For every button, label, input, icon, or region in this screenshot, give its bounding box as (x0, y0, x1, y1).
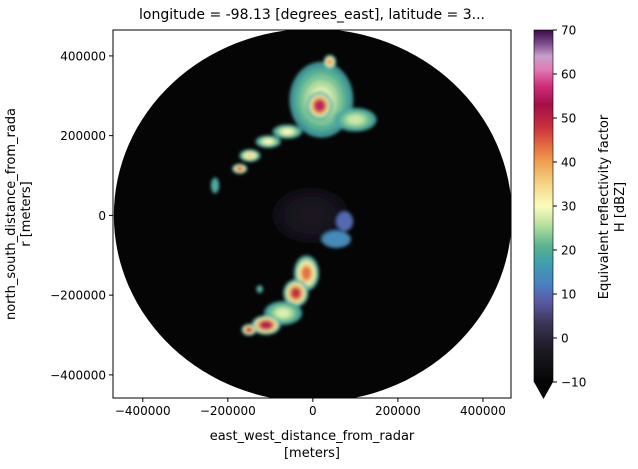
echo-cell (330, 236, 342, 243)
colorbar-tick-label: 0 (561, 332, 569, 346)
echo-region (251, 315, 281, 336)
echo-region (239, 149, 261, 162)
echo-cell (213, 182, 217, 189)
echo-layer (210, 54, 377, 336)
y-tick-label: 0 (98, 209, 106, 223)
y-axis: −400000 −200000 0 200000 400000 (50, 49, 113, 382)
plot-area (113, 30, 511, 398)
y-axis-label-units: r [meters] (19, 181, 34, 247)
x-tick-label: −400000 (115, 404, 171, 418)
colorbar-ticks: −10 0 10 20 30 40 50 60 70 (553, 24, 586, 390)
y-tick-label: −400000 (50, 368, 106, 382)
echo-cell (246, 153, 254, 158)
x-axis-label-units: [meters] (284, 446, 340, 461)
colorbar-tick-label: 70 (561, 24, 576, 38)
echo-cell (347, 115, 364, 125)
echo-cell (263, 139, 273, 144)
colorbar-label-units: H [dBZ] (613, 182, 628, 232)
echo-cell (276, 308, 290, 318)
colorbar-tick-label: 30 (561, 200, 576, 214)
echo-region (283, 279, 309, 308)
echo-cell (281, 129, 293, 135)
echo-region (272, 187, 349, 244)
echo-region (321, 230, 352, 249)
echo-cell (260, 321, 272, 329)
x-tick-label: 0 (309, 404, 317, 418)
echo-cell (236, 166, 243, 171)
echo-cell (296, 205, 325, 226)
colorbar-tick-label: 40 (561, 156, 576, 170)
x-tick-label: −200000 (200, 404, 256, 418)
echo-cell (258, 287, 261, 291)
echo-region (336, 211, 354, 232)
echo-cell (341, 217, 348, 225)
x-tick-label: 200000 (375, 404, 421, 418)
x-axis: −400000 −200000 0 200000 400000 (115, 398, 506, 418)
echo-region (210, 177, 220, 194)
echo-cell (291, 288, 301, 299)
axes-frame (112, 29, 512, 399)
echo-region (334, 107, 377, 132)
echo-region (256, 285, 264, 294)
echo-cell (327, 59, 333, 65)
colorbar-tick-label: 50 (561, 112, 576, 126)
colorbar-tick-label: 10 (561, 288, 576, 302)
y-axis-label: north_south_distance_from_rada (4, 108, 19, 320)
echo-region (232, 163, 248, 174)
echo-region (255, 135, 281, 149)
colorbar-tick-label: 20 (561, 244, 576, 258)
echo-region (241, 323, 257, 336)
echo-cell (246, 327, 252, 332)
colorbar-tick-label: −10 (561, 376, 586, 390)
y-tick-label: 200000 (60, 129, 106, 143)
y-tick-label: −200000 (50, 289, 106, 303)
echo-region (306, 91, 333, 120)
echo-region (323, 54, 337, 70)
colorbar-label: Equivalent reflectivity factor (597, 114, 612, 299)
echo-cell (301, 266, 312, 280)
x-axis-label: east_west_distance_from_radar (210, 429, 415, 444)
y-tick-label: 400000 (60, 49, 106, 63)
colorbar-extend-min-triangle (534, 382, 553, 399)
colorbar-tick-label: 60 (561, 68, 576, 82)
echo-cell (315, 100, 325, 111)
x-tick-label: 400000 (460, 404, 506, 418)
colorbar: −10 0 10 20 30 40 50 60 70 Equivalent reflectivi… (533, 24, 628, 399)
echo-region (272, 124, 303, 139)
colorbar-body (533, 29, 554, 383)
chart-title: longitude = -98.13 [degrees_east], latit… (139, 7, 485, 23)
